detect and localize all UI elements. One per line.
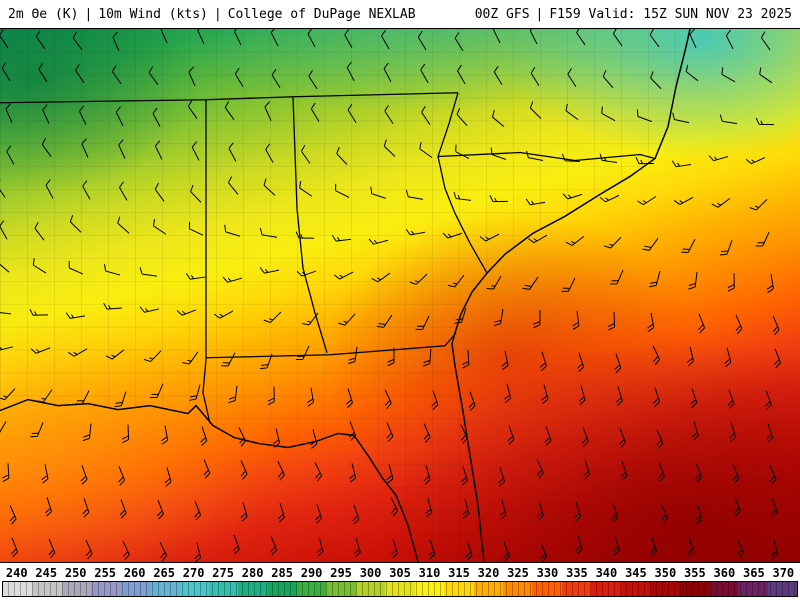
colorbar-segment [473,582,503,596]
separator: | [535,6,544,22]
colorbar-segment [502,582,533,596]
colorbar-segment [767,582,797,596]
state-borders [0,92,656,424]
colorbar: 240 245 250 255 260 265 270 275 280 285 290 295 300 3… [0,563,800,600]
colorbar-segment [708,582,739,596]
source-label: College of DuPage NEXLAB [227,6,416,22]
colorbar-label: 355 [684,565,706,580]
colorbar-segment [3,582,33,596]
colorbar-label: 345 [625,565,647,580]
colorbar-label: 285 [271,565,293,580]
county-boundaries [0,29,690,562]
colorbar-label: 240 [5,565,28,580]
colorbar-label: 275 [212,565,234,580]
colorbar-label: 325 [507,565,529,580]
overlay-label: 10m Wind (kts) [98,6,208,22]
colorbar-labels: 240 245 250 255 260 265 270 275 280 285 290 295 300 3… [2,564,798,581]
colorbar-label: 270 [182,565,205,580]
colorbar-label: 245 [35,565,58,580]
colorbar-segment [679,582,709,596]
colorbar-segment [532,582,562,596]
colorbar-label: 360 [713,565,736,580]
colorbar-segment [444,582,474,596]
colorbar-segment [297,582,327,596]
field-label: 2m Θe (K) [8,6,79,22]
valid-time: Valid: 15Z SUN NOV 23 2025 [588,6,793,22]
colorbar-segment [32,582,62,596]
colorbar-segment [208,582,239,596]
map-canvas [0,28,800,563]
wind-barb-glyphs [0,29,782,562]
colorbar-segment [649,582,680,596]
colorbar-label: 255 [94,565,117,580]
colorbar-segment [355,582,386,596]
separator: | [213,6,222,22]
colorbar-label: 300 [359,565,382,580]
colorbar-segment [326,582,356,596]
colorbar-label: 290 [300,565,323,580]
colorbar-label: 310 [418,565,441,580]
colorbar-segment [238,582,268,596]
colorbar-label: 330 [536,565,559,580]
colorbar-label: 260 [123,565,146,580]
wind-barbs [0,29,782,562]
colorbar-segment [738,582,768,596]
colorbar-strip [2,581,798,597]
colorbar-segment [179,582,209,596]
colorbar-label: 370 [772,565,795,580]
colorbar-label: 280 [241,565,264,580]
product-title: 2m Θe (K) | 10m Wind (kts) | College of DuPa… [8,7,416,22]
title-bar: 2m Θe (K) | 10m Wind (kts) | College of DuPa… [0,0,800,28]
model-run: 00Z GFS [474,6,530,22]
colorbar-label: 350 [654,565,677,580]
colorbar-label: 265 [153,565,175,580]
colorbar-label: 365 [743,565,765,580]
colorbar-segment [385,582,415,596]
colorbar-segment [267,582,298,596]
colorbar-segment [561,582,592,596]
colorbar-segment [150,582,180,596]
colorbar-label: 250 [64,565,87,580]
colorbar-label: 305 [389,565,411,580]
colorbar-segment [591,582,621,596]
colorbar-segment [620,582,650,596]
colorbar-segment [61,582,92,596]
colorbar-segment [414,582,445,596]
run-info: 00Z GFS | F159 Valid: 15Z SUN NOV 23 2025 [475,7,792,22]
colorbar-label: 320 [477,565,500,580]
colorbar-segment [91,582,121,596]
coastline [0,29,691,562]
colorbar-label: 335 [566,565,588,580]
colorbar-label: 315 [448,565,470,580]
colorbar-label: 295 [330,565,352,580]
forecast-hour: F159 [549,6,581,22]
separator: | [84,6,93,22]
colorbar-label: 340 [595,565,618,580]
colorbar-segment [120,582,151,596]
map-overlay [0,29,782,562]
